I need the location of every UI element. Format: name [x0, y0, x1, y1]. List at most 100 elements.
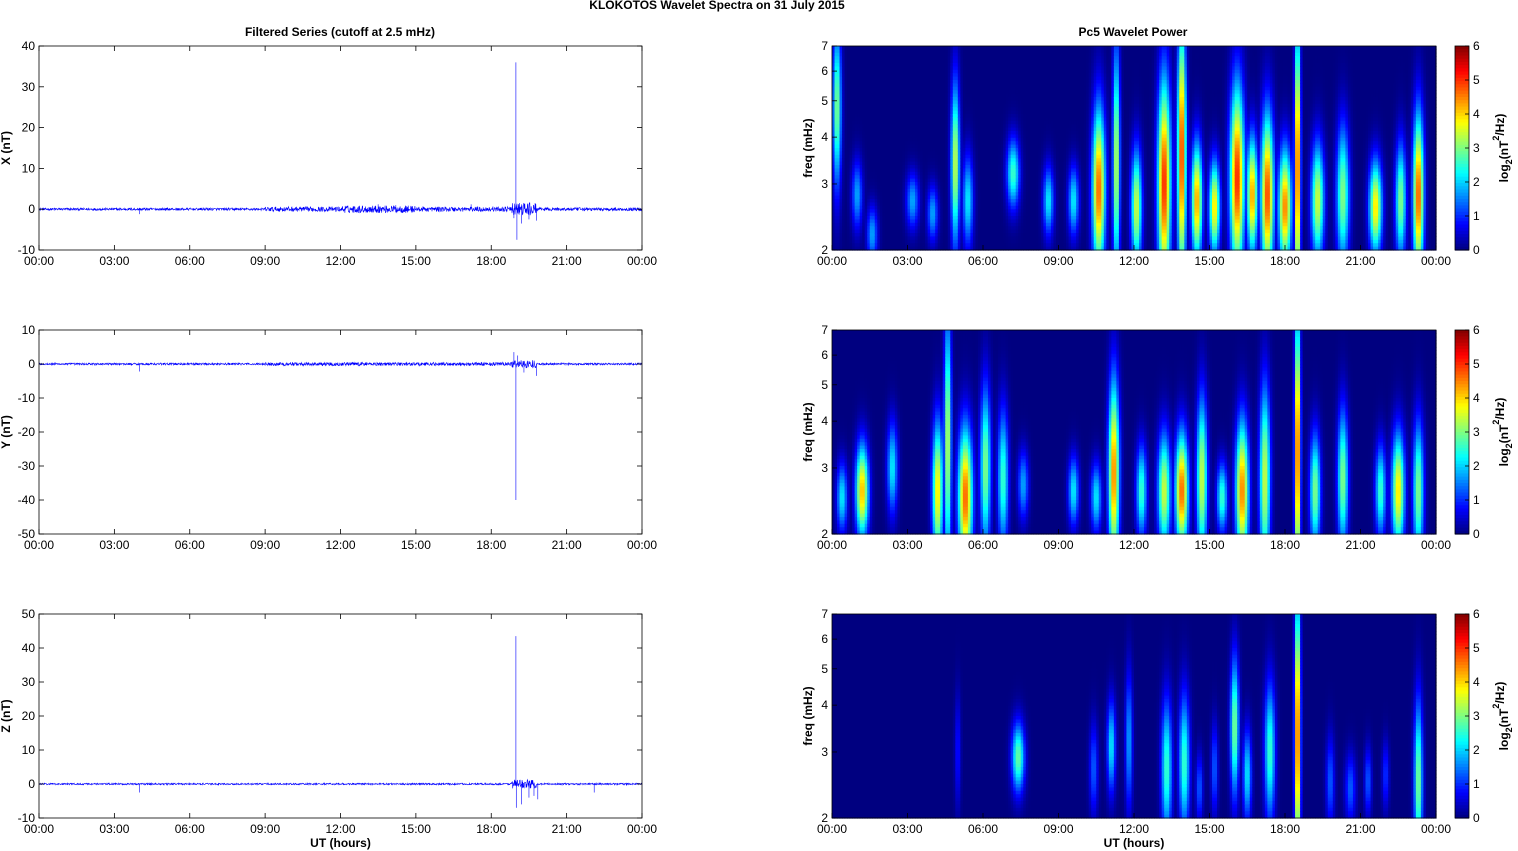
- x-tick-label: 12:00: [1119, 538, 1149, 552]
- colorbar-tick-label: 3: [1473, 425, 1480, 439]
- x-tick-label: 06:00: [175, 254, 205, 268]
- x-tick-label: 18:00: [1270, 538, 1300, 552]
- colorbar-tick-label: 6: [1473, 323, 1480, 337]
- x-tick-label: 18:00: [476, 822, 506, 836]
- x-tick-label: 03:00: [99, 822, 129, 836]
- x-tick-label: 15:00: [1194, 538, 1224, 552]
- x-tick-label: 06:00: [175, 822, 205, 836]
- x-tick-label: 18:00: [476, 538, 506, 552]
- y-tick-label: 7: [821, 323, 828, 337]
- colorbar-tick-label: 0: [1473, 811, 1480, 825]
- plot-area: [39, 330, 642, 534]
- x-tick-label: 18:00: [1270, 822, 1300, 836]
- y-tick-label: 5: [821, 378, 828, 392]
- x-tick-label: 09:00: [1043, 538, 1073, 552]
- colorbar-tick-label: 1: [1473, 777, 1480, 791]
- colorbar-label: log2(nT2/Hz): [1491, 114, 1514, 183]
- y-tick-label: 50: [22, 607, 36, 621]
- x-tick-label: 15:00: [1194, 254, 1224, 268]
- colorbar-tick-label: 5: [1473, 641, 1480, 655]
- colorbar-tick-label: 3: [1473, 141, 1480, 155]
- series-panel-1: 00:00 03:00 06:00 09:00 12:00 15:00 18:00 21:00…: [0, 39, 657, 268]
- x-tick-label: 15:00: [1194, 822, 1224, 836]
- x-tick-label: 09:00: [250, 538, 280, 552]
- y-tick-label: 2: [821, 243, 828, 257]
- plot-area: [39, 46, 642, 250]
- x-tick-label: 09:00: [250, 822, 280, 836]
- x-tick-label: 12:00: [1119, 254, 1149, 268]
- colorbar-tick-label: 5: [1473, 357, 1480, 371]
- y-tick-label: 5: [821, 94, 828, 108]
- y-tick-label: 10: [22, 161, 36, 175]
- y-tick-label: 10: [22, 323, 36, 337]
- x-tick-label: 21:00: [552, 254, 582, 268]
- y-tick-label: 20: [22, 121, 36, 135]
- x-tick-label: 15:00: [401, 254, 431, 268]
- x-axis-label: UT (hours): [310, 836, 371, 850]
- colorbar: 0 1 2 3 4 5 6 log2(nT2/Hz): [1455, 323, 1514, 541]
- colorbar-tick-label: 4: [1473, 675, 1480, 689]
- wavelet-panel-3: 00:00 03:00 06:00 09:00 12:00 15:00 18:00 21:00…: [801, 607, 1514, 850]
- colorbar-label: log2(nT2/Hz): [1491, 398, 1514, 467]
- x-tick-label: 00:00: [1421, 822, 1451, 836]
- x-tick-label: 09:00: [1043, 822, 1073, 836]
- colorbar-tick-label: 6: [1473, 607, 1480, 621]
- y-tick-label: -40: [18, 493, 36, 507]
- heatmap-cells: [832, 46, 1437, 251]
- x-tick-label: 18:00: [476, 254, 506, 268]
- wavelet-panel-2: 00:00 03:00 06:00 09:00 12:00 15:00 18:00 21:00…: [801, 323, 1514, 552]
- y-tick-label: 40: [22, 641, 36, 655]
- x-tick-label: 00:00: [1421, 538, 1451, 552]
- y-tick-label: 30: [22, 80, 36, 94]
- y-tick-label: -10: [18, 391, 36, 405]
- heatmap-cells: [832, 614, 1437, 819]
- x-tick-label: 21:00: [1345, 822, 1375, 836]
- y-tick-label: -10: [18, 811, 36, 825]
- x-tick-label: 21:00: [1345, 538, 1375, 552]
- y-tick-label: 0: [28, 357, 35, 371]
- colorbar-label: log2(nT2/Hz): [1491, 682, 1514, 751]
- y-tick-label: -10: [18, 243, 36, 257]
- y-axis-label: Z (nT): [0, 699, 13, 732]
- y-axis-label: freq (mHz): [801, 118, 815, 177]
- y-axis-label: freq (mHz): [801, 686, 815, 745]
- y-tick-label: 2: [821, 527, 828, 541]
- colorbar-tick-label: 4: [1473, 391, 1480, 405]
- colorbar-tick-label: 5: [1473, 73, 1480, 87]
- left-column-title: Filtered Series (cutoff at 2.5 mHz): [245, 25, 435, 39]
- plot-area: [39, 614, 642, 818]
- y-tick-label: 2: [821, 811, 828, 825]
- y-axis-label: freq (mHz): [801, 402, 815, 461]
- y-tick-label: 5: [821, 662, 828, 676]
- x-tick-label: 03:00: [892, 254, 922, 268]
- x-tick-label: 03:00: [99, 538, 129, 552]
- y-tick-label: 6: [821, 64, 828, 78]
- y-tick-label: -30: [18, 459, 36, 473]
- x-tick-label: 21:00: [552, 538, 582, 552]
- x-tick-label: 12:00: [325, 822, 355, 836]
- x-tick-label: 00:00: [1421, 254, 1451, 268]
- right-column-title: Pc5 Wavelet Power: [1079, 25, 1188, 39]
- x-tick-label: 00:00: [627, 254, 657, 268]
- x-axis-label: UT (hours): [1104, 836, 1165, 850]
- x-tick-label: 15:00: [401, 822, 431, 836]
- y-tick-label: 3: [821, 461, 828, 475]
- x-tick-label: 21:00: [552, 822, 582, 836]
- colorbar-tick-label: 2: [1473, 175, 1480, 189]
- colorbar-tick-label: 2: [1473, 459, 1480, 473]
- series-panel-2: 00:00 03:00 06:00 09:00 12:00 15:00 18:00 21:00…: [0, 323, 657, 552]
- y-tick-label: 4: [821, 414, 828, 428]
- colorbar-tick-label: 1: [1473, 493, 1480, 507]
- x-tick-label: 09:00: [1043, 254, 1073, 268]
- x-tick-label: 12:00: [325, 254, 355, 268]
- x-tick-label: 03:00: [892, 538, 922, 552]
- y-tick-label: 4: [821, 130, 828, 144]
- y-tick-label: 20: [22, 709, 36, 723]
- y-tick-label: 7: [821, 607, 828, 621]
- colorbar-tick-label: 0: [1473, 527, 1480, 541]
- x-tick-label: 06:00: [968, 254, 998, 268]
- y-axis-label: X (nT): [0, 131, 13, 165]
- x-tick-label: 06:00: [175, 538, 205, 552]
